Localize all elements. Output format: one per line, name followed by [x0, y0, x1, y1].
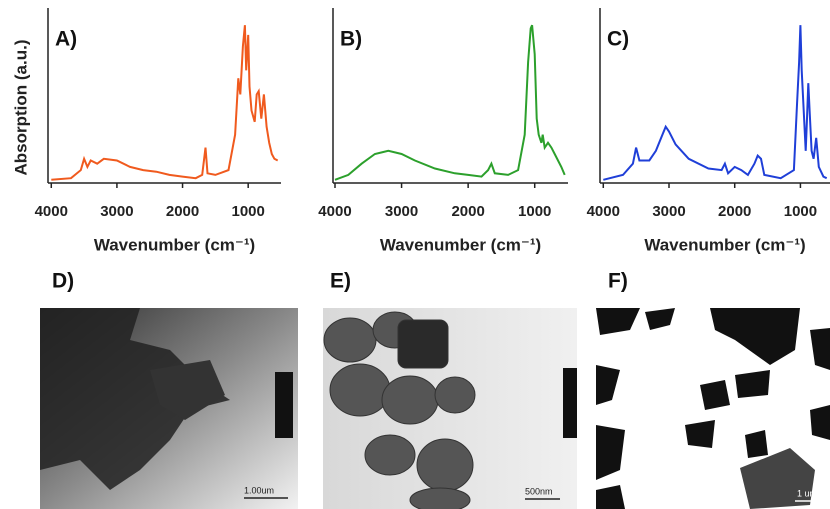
panel-label: E): [330, 270, 351, 293]
panel-label: F): [608, 270, 628, 293]
x-tick-label: 2000: [718, 203, 751, 220]
x-tick-label: 3000: [100, 203, 133, 220]
x-tick-label: 3000: [652, 203, 685, 220]
x-tick-label: 2000: [166, 203, 199, 220]
x-tick-label: 1000: [231, 203, 264, 220]
x-tick-label: 4000: [35, 203, 68, 220]
x-axis-label: Wavenumber (cm⁻¹): [380, 235, 541, 254]
scale-bar-label: 1.00um: [244, 485, 274, 495]
x-tick-label: 2000: [451, 203, 484, 220]
x-axis-label: Wavenumber (cm⁻¹): [94, 235, 255, 254]
figure: 1.00um D) 500nm E) 1 um F): [0, 0, 830, 509]
panel-label: B): [340, 28, 362, 51]
image-d: 1.00um D): [40, 270, 298, 509]
x-tick-label: 1000: [518, 203, 551, 220]
panel-label: A): [55, 28, 77, 51]
scale-bar-label: 500nm: [525, 486, 553, 496]
panel-label: C): [607, 28, 629, 51]
panel-label: D): [52, 270, 74, 293]
image-f: 1 um F): [596, 270, 830, 509]
x-tick-label: 4000: [587, 203, 620, 220]
x-tick-label: 3000: [385, 203, 418, 220]
x-tick-label: 4000: [318, 203, 351, 220]
y-axis-label: Absorption (a.u.): [11, 40, 30, 176]
image-e: 500nm E): [323, 270, 577, 509]
spectrum-line: [603, 25, 826, 180]
spectrum-line: [335, 25, 565, 180]
scale-bar-label: 1 um: [797, 488, 817, 498]
spectrum-line: [51, 25, 277, 180]
x-axis-label: Wavenumber (cm⁻¹): [644, 235, 805, 254]
x-tick-label: 1000: [784, 203, 817, 220]
